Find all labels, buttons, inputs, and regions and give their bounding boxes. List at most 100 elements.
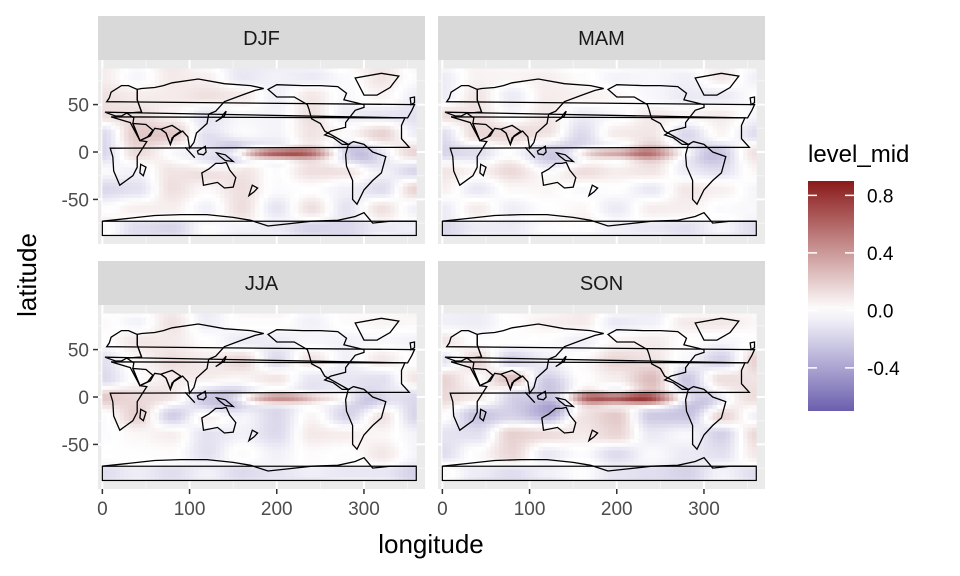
heat-tile [533,144,539,149]
heat-tile [215,163,221,168]
heat-tile [485,159,491,164]
heat-tile [211,174,217,179]
heat-tile [472,79,478,85]
heat-tile [276,152,282,157]
heat-tile [538,227,544,233]
heat-tile [368,91,374,96]
heat-tile [193,95,199,100]
heat-tile [154,159,160,164]
heat-tile [359,129,365,134]
heat-tile [403,182,408,187]
heat-tile [385,205,391,210]
heat-tile [333,170,339,176]
heat-tile [189,95,195,100]
panel-mam: MAM [438,16,765,244]
heat-tile [228,186,234,191]
heat-tile [499,76,504,81]
heat-tile [250,106,256,111]
heat-tile [276,129,282,134]
heat-tile [350,136,356,142]
heat-tile [185,140,190,145]
heat-tile [272,174,278,179]
heat-tile [403,174,408,179]
heat-tile [503,167,509,172]
heat-tile [542,163,548,168]
heat-tile [124,98,129,104]
heat-tile [246,178,251,183]
heat-tile [520,98,526,104]
heat-tile [259,83,265,88]
heat-tile [228,170,234,176]
heat-tile [311,155,317,160]
heat-tile [246,106,251,111]
heat-tile [481,224,487,229]
heat-tile [355,227,360,233]
heat-tile [573,114,578,119]
heat-tile [594,148,600,153]
heat-tile [289,133,295,138]
heat-tile [311,186,317,191]
heat-tile [150,83,156,88]
heat-tile [394,83,400,88]
heat-tile [560,121,565,126]
heat-tile [298,224,304,229]
heat-tile [564,110,570,115]
heat-tile [106,186,112,191]
heat-tile [198,133,204,138]
heat-tile [250,87,256,92]
heat-tile [316,68,321,73]
heat-tile [459,227,465,233]
heat-tile [368,182,374,187]
heat-tile [503,201,509,206]
heat-tile [411,110,417,115]
heat-tile [363,91,369,96]
heat-tile [612,224,618,229]
heat-tile [111,148,116,153]
heat-tile [372,110,378,115]
heat-tile [145,216,151,221]
heat-tile [411,140,417,145]
heat-tile [272,121,278,126]
heat-tile [311,133,317,138]
heat-tile [564,159,570,164]
heat-tile [503,117,509,123]
heat-tile [141,133,147,138]
heat-tile [538,163,544,168]
heat-tile [385,155,391,160]
heat-tile [111,201,116,206]
heat-tile [586,155,591,160]
heat-tile [228,72,234,77]
coastline-antarctica [102,211,417,227]
heat-tile [132,83,138,88]
heat-tile [477,186,482,191]
heat-tile [608,140,613,145]
heat-tile [224,155,230,160]
heat-tile [172,201,177,206]
heat-tile [363,193,369,198]
heat-tile [289,125,295,130]
heat-tile [603,224,609,229]
heat-tile [468,125,474,130]
heat-tile [150,205,156,210]
heat-tile [302,193,308,198]
heat-tile [141,76,147,81]
heat-tile [403,205,408,210]
heat-tile [551,201,557,206]
heat-tile [145,83,151,88]
heat-tile [529,140,535,145]
heat-tile [254,98,260,104]
heat-tile [359,167,365,172]
heat-tile [224,201,230,206]
heat-tile [385,189,391,195]
heat-tile [220,231,225,236]
heat-tile [124,186,129,191]
heat-tile [285,155,291,160]
heat-tile [333,205,339,210]
heat-tile [185,224,190,229]
heat-tile [516,193,522,198]
heat-tile [137,144,142,149]
heat-tile [350,72,356,77]
heat-tile [124,114,129,119]
heat-tile [207,193,212,198]
heat-tile [359,174,365,179]
